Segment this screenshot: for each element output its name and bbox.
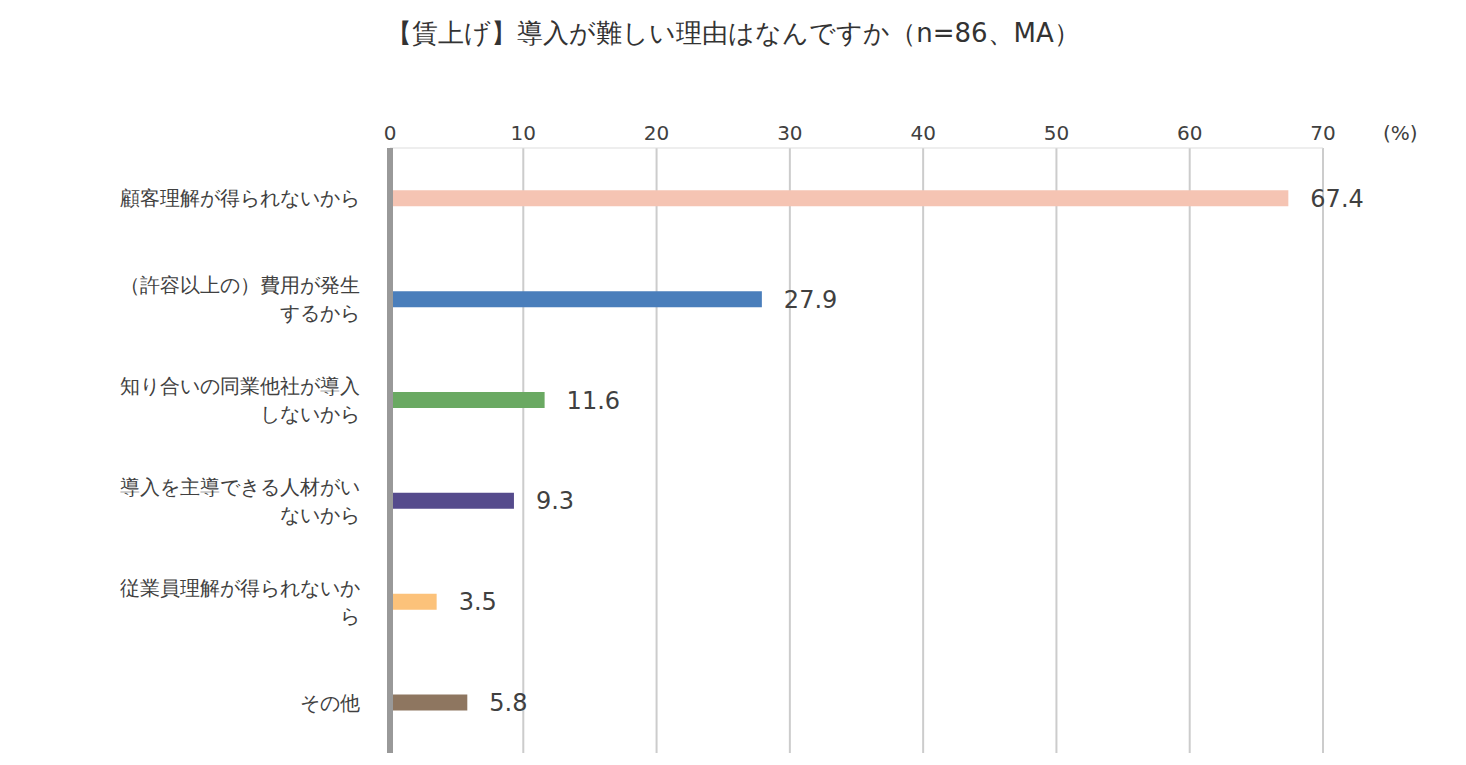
svg-text:11.6: 11.6	[567, 387, 620, 415]
svg-text:従業員理解が得られないから: 従業員理解が得られないから	[120, 576, 360, 628]
svg-text:20: 20	[644, 121, 669, 145]
svg-text:3.5: 3.5	[459, 588, 497, 616]
svg-text:10: 10	[511, 121, 536, 145]
svg-text:導入を主導できる人材がいないから: 導入を主導できる人材がいないから	[120, 475, 360, 527]
svg-text:5.8: 5.8	[489, 689, 527, 717]
svg-text:30: 30	[777, 121, 802, 145]
svg-text:顧客理解が得られないから: 顧客理解が得られないから	[120, 186, 360, 210]
svg-text:50: 50	[1044, 121, 1069, 145]
svg-text:67.4: 67.4	[1310, 185, 1363, 213]
svg-text:70: 70	[1310, 121, 1335, 145]
svg-text:その他: その他	[300, 691, 360, 715]
svg-text:（許容以上の）費用が発生するから: （許容以上の）費用が発生するから	[120, 273, 360, 325]
svg-text:0: 0	[384, 121, 397, 145]
svg-text:27.9: 27.9	[784, 286, 837, 314]
html-text:【賃上げ】導入が難しい理由はなんですか（n=86、MA）: 【賃上げ】導入が難しい理由はなんですか（n=86、MA）	[386, 18, 1080, 48]
svg-text:60: 60	[1177, 121, 1202, 145]
svg-text:知り合いの同業他社が導入しないから: 知り合いの同業他社が導入しないから	[120, 374, 360, 426]
svg-text:9.3: 9.3	[536, 487, 574, 515]
svg-text:40: 40	[910, 121, 935, 145]
